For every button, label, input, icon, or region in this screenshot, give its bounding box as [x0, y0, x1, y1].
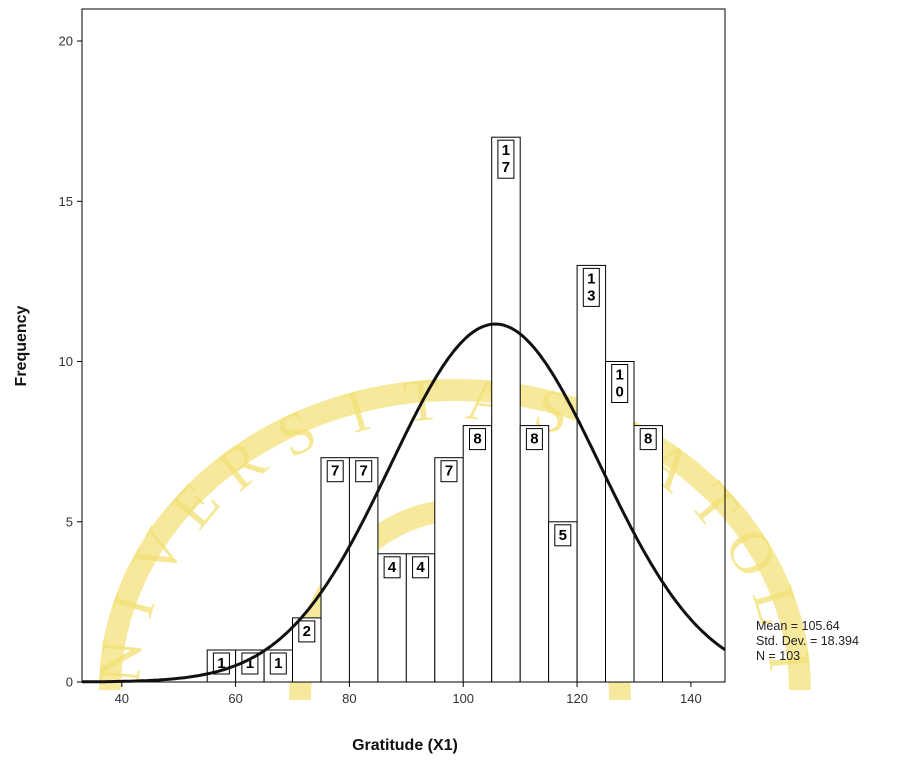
watermark-outer-arc	[99, 379, 811, 691]
bar-data-label: 17	[497, 139, 515, 179]
bar-label-box	[525, 428, 543, 451]
stats-std-dev: Std. Dev. = 18.394	[756, 634, 859, 648]
bar-label-text: 7	[360, 463, 368, 480]
bar-label-text: 7	[445, 463, 453, 480]
bar-label-text: 1	[587, 270, 595, 287]
x-tick-label: 100	[452, 691, 474, 706]
stats-box: Mean = 105.64 Std. Dev. = 18.394 N = 103	[756, 619, 859, 663]
stats-mean: Mean = 105.64	[756, 619, 840, 633]
bar-data-label: 8	[639, 428, 657, 451]
bar-data-label: 7	[440, 460, 458, 483]
histogram-bar	[348, 457, 379, 683]
bar-label-box	[469, 428, 486, 451]
bar-label-text: 0	[616, 384, 624, 401]
bar-label-text: 4	[416, 559, 425, 576]
bar-data-label: 13	[582, 267, 600, 307]
bar-label-text: 8	[473, 431, 481, 448]
bar-label-text: 8	[530, 431, 538, 448]
bar-label-box	[326, 460, 344, 483]
bar-label-text: 1	[217, 655, 225, 672]
bar-label-box	[582, 267, 600, 307]
histogram-bar	[548, 521, 578, 683]
x-tick-label: 80	[342, 691, 356, 706]
bar-label-box	[355, 460, 373, 483]
bar-label-box	[497, 139, 515, 179]
bar-label-box	[554, 524, 572, 547]
histogram-bar	[576, 264, 607, 683]
bar-label-text: 1	[502, 142, 510, 159]
bar-label-box	[269, 652, 287, 675]
x-tick-label: 60	[228, 691, 242, 706]
bar-data-label: 8	[469, 428, 486, 451]
bar-label-text: 2	[303, 623, 311, 640]
bar-label-text: 1	[274, 655, 282, 672]
bar-data-label: 4	[412, 556, 430, 579]
bar-data-label: 1	[269, 652, 287, 675]
bar-label-box	[639, 428, 657, 451]
y-tick-label: 10	[59, 354, 73, 369]
x-tick-label: 40	[115, 691, 129, 706]
watermark-letter: N	[85, 637, 155, 687]
x-axis-title: Gratitude (X1)	[352, 737, 458, 754]
stats-n: N = 103	[756, 649, 800, 663]
bar-label-text: 7	[502, 159, 510, 176]
y-axis-title: Frequency	[13, 305, 30, 386]
bar-data-label: 7	[355, 460, 373, 483]
histogram-bar	[462, 425, 493, 683]
y-axis: 0 5 10 15 20	[59, 34, 82, 690]
y-tick-label: 0	[66, 675, 73, 690]
bar-data-label: 4	[383, 556, 401, 579]
bar-data-label: 8	[525, 428, 543, 451]
bar-data-label: 7	[326, 460, 344, 483]
bar-label-text: 4	[388, 559, 397, 576]
x-tick-label: 140	[680, 691, 702, 706]
bar-data-label: 2	[298, 620, 316, 643]
histogram-bar	[491, 136, 521, 683]
bar-data-label: 10	[611, 364, 629, 403]
y-tick-label: 5	[66, 514, 73, 529]
bar-label-text: 5	[559, 527, 567, 544]
histogram-bar	[434, 457, 464, 683]
bar-label-box	[440, 460, 458, 483]
x-tick-label: 120	[566, 691, 588, 706]
normal-curve	[81, 322, 726, 684]
bar-label-text: 3	[587, 287, 595, 304]
bar-label-box	[412, 556, 430, 579]
histogram-bar	[519, 425, 550, 683]
bar-data-label: 5	[554, 524, 572, 547]
x-axis: 40 60 80 100 120 140	[115, 682, 702, 706]
bar-label-text: 1	[246, 655, 254, 672]
bar-label-box	[611, 364, 629, 403]
bar-label-text: 8	[644, 431, 652, 448]
bar-label-text: 7	[331, 463, 339, 480]
y-tick-label: 15	[59, 194, 73, 209]
y-tick-label: 20	[59, 34, 73, 49]
histogram-bar	[633, 425, 663, 683]
bar-label-text: 1	[616, 367, 624, 384]
bar-label-box	[298, 620, 316, 643]
bar-label-box	[383, 556, 401, 579]
